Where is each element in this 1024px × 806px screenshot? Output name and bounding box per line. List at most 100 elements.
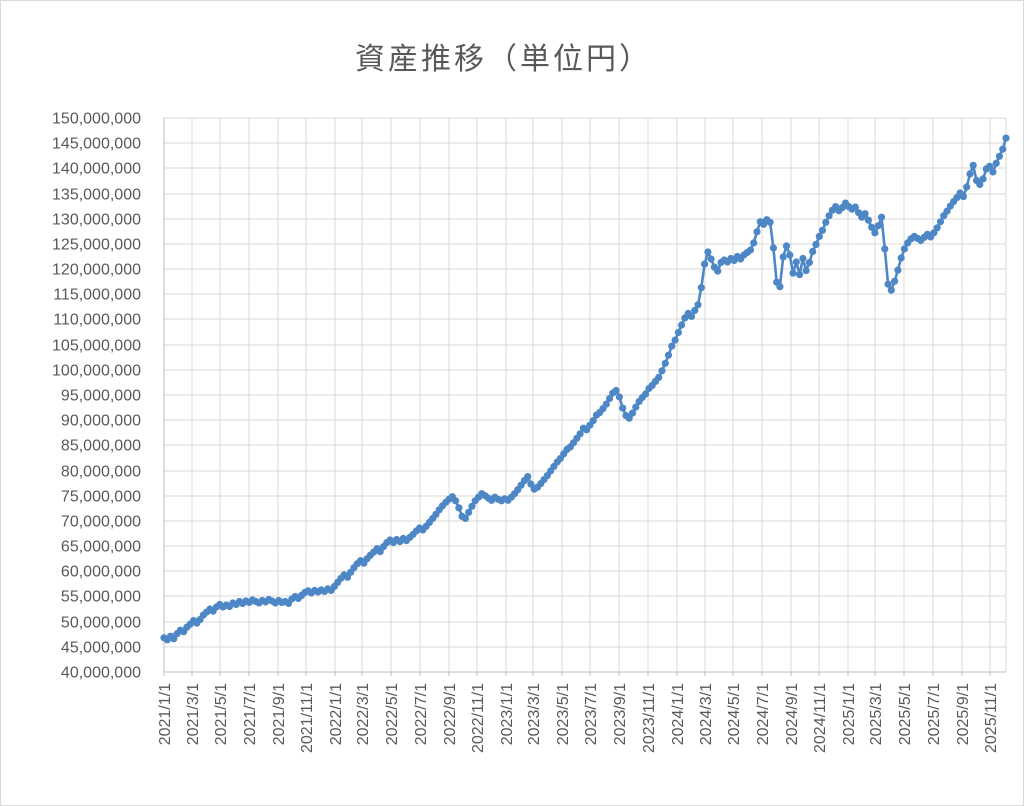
y-tick-label: 70,000,000 bbox=[61, 514, 141, 531]
x-tick-label: 2024/11/1 bbox=[812, 683, 829, 753]
x-tick-label: 2024/5/1 bbox=[726, 683, 743, 745]
data-point bbox=[750, 239, 758, 247]
x-tick-label: 2024/3/1 bbox=[698, 683, 715, 745]
x-tick-label: 2025/11/1 bbox=[983, 683, 1000, 753]
x-tick-label: 2021/7/1 bbox=[242, 683, 259, 745]
data-point bbox=[602, 400, 610, 408]
data-point bbox=[825, 212, 833, 220]
data-point bbox=[642, 390, 650, 398]
y-tick-label: 125,000,000 bbox=[52, 237, 141, 254]
data-point bbox=[678, 321, 686, 329]
data-point bbox=[900, 245, 909, 253]
data-point bbox=[707, 255, 715, 263]
data-point bbox=[963, 183, 971, 191]
x-tick-label: 2022/11/1 bbox=[470, 683, 487, 753]
data-point bbox=[606, 394, 614, 403]
x-tick-label: 2024/1/1 bbox=[670, 683, 687, 745]
data-point bbox=[864, 216, 873, 224]
data-point bbox=[966, 170, 974, 178]
data-point bbox=[697, 284, 705, 292]
data-point bbox=[868, 223, 876, 231]
data-point bbox=[527, 480, 535, 488]
data-point bbox=[632, 403, 640, 411]
x-tick-label: 2021/9/1 bbox=[271, 683, 288, 745]
data-point bbox=[655, 373, 663, 381]
data-point bbox=[959, 193, 968, 201]
data-point bbox=[468, 502, 476, 510]
x-axis-labels: 2021/1/1 2021/3/1 2021/5/1 2021/7/1 2021/9/1… bbox=[157, 683, 1000, 753]
x-tick-label: 2021/5/1 bbox=[213, 683, 230, 745]
y-tick-label: 60,000,000 bbox=[61, 564, 141, 581]
y-tick-label: 110,000,000 bbox=[53, 312, 141, 329]
data-point bbox=[871, 229, 879, 237]
x-tick-label: 2025/1/1 bbox=[841, 683, 858, 745]
y-tick-label: 80,000,000 bbox=[61, 464, 141, 481]
data-point bbox=[452, 497, 460, 505]
data-point bbox=[969, 161, 977, 169]
y-tick-label: 75,000,000 bbox=[61, 489, 141, 506]
data-point bbox=[455, 504, 463, 512]
x-tick-label: 2023/5/1 bbox=[555, 683, 572, 745]
data-point bbox=[465, 508, 473, 516]
x-tick-label: 2022/3/1 bbox=[355, 683, 372, 745]
data-point bbox=[792, 258, 800, 266]
data-point bbox=[992, 159, 1000, 167]
data-point bbox=[891, 277, 899, 285]
data-point bbox=[461, 514, 469, 523]
y-tick-label: 90,000,000 bbox=[61, 413, 141, 430]
data-point bbox=[995, 152, 1004, 160]
data-point bbox=[776, 283, 784, 291]
data-point bbox=[589, 417, 597, 425]
data-point bbox=[625, 414, 633, 422]
data-point bbox=[802, 267, 810, 275]
data-point bbox=[805, 258, 814, 267]
data-point bbox=[1002, 134, 1010, 142]
y-tick-label: 120,000,000 bbox=[52, 262, 141, 279]
data-point bbox=[628, 409, 637, 417]
data-point bbox=[753, 228, 761, 236]
data-point bbox=[674, 328, 683, 337]
data-point bbox=[818, 226, 827, 234]
data-point bbox=[822, 218, 830, 226]
y-tick-label: 115,000,000 bbox=[53, 287, 141, 304]
data-point bbox=[851, 203, 859, 211]
data-point bbox=[884, 280, 892, 288]
y-axis-labels: 40,000,000 45,000,000 50,000,000 55,000,000… bbox=[52, 111, 141, 682]
y-tick-label: 105,000,000 bbox=[52, 338, 141, 355]
y-tick-label: 150,000,000 bbox=[52, 111, 141, 128]
data-point bbox=[796, 271, 804, 279]
data-point bbox=[809, 247, 817, 256]
y-tick-label: 50,000,000 bbox=[61, 615, 141, 632]
y-tick-label: 95,000,000 bbox=[61, 388, 141, 405]
series-line bbox=[162, 136, 1008, 642]
x-tick-label: 2023/7/1 bbox=[583, 683, 600, 745]
data-point bbox=[769, 244, 778, 252]
data-point bbox=[701, 260, 709, 268]
x-tick-label: 2024/7/1 bbox=[755, 683, 772, 745]
data-point bbox=[979, 175, 987, 183]
x-tick-label: 2023/1/1 bbox=[499, 683, 516, 745]
data-point bbox=[786, 251, 794, 259]
data-point bbox=[687, 312, 696, 320]
data-point bbox=[887, 286, 895, 294]
data-point bbox=[746, 246, 755, 254]
data-point bbox=[815, 232, 823, 240]
data-point bbox=[766, 218, 774, 226]
x-tick-label: 2022/9/1 bbox=[442, 683, 459, 745]
y-tick-label: 135,000,000 bbox=[52, 187, 141, 204]
x-tick-label: 2022/1/1 bbox=[328, 683, 345, 745]
data-point bbox=[668, 342, 676, 350]
chart-title: 資産推移（単位円） bbox=[355, 43, 652, 76]
x-tick-label: 2025/5/1 bbox=[897, 683, 914, 745]
data-point bbox=[714, 267, 722, 275]
x-tick-marks bbox=[163, 672, 991, 676]
data-point bbox=[877, 213, 886, 221]
y-tick-label: 140,000,000 bbox=[52, 161, 141, 178]
x-tick-label: 2022/5/1 bbox=[384, 683, 401, 745]
y-tick-label: 55,000,000 bbox=[61, 589, 141, 606]
data-point bbox=[691, 306, 699, 314]
x-tick-label: 2021/1/1 bbox=[157, 683, 174, 745]
data-point bbox=[799, 254, 807, 263]
data-point bbox=[894, 266, 902, 274]
